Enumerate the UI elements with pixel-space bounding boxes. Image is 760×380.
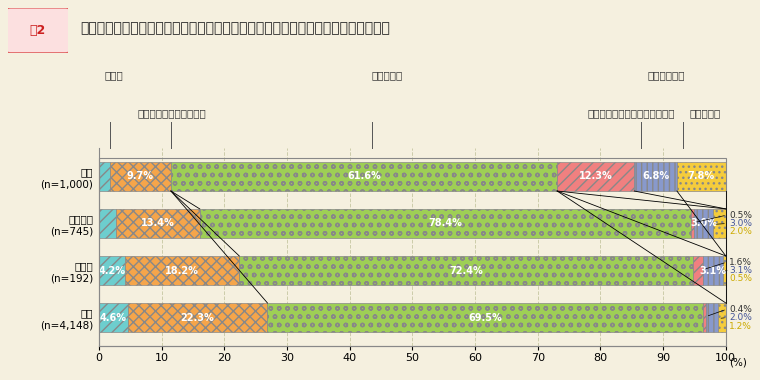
Text: どちらかといえば緩やかである: どちらかといえば緩やかである <box>587 108 675 118</box>
Bar <box>125 256 239 285</box>
Bar <box>703 303 706 332</box>
Bar <box>99 162 110 191</box>
Text: どちらかといえば厳しい: どちらかといえば厳しい <box>138 108 206 118</box>
Text: 図2: 図2 <box>30 24 46 37</box>
Text: 2.0%: 2.0% <box>729 228 752 236</box>
Text: 0.5%: 0.5% <box>729 211 752 220</box>
Text: 72.4%: 72.4% <box>449 266 483 276</box>
Text: 厳しい: 厳しい <box>104 70 123 80</box>
Bar <box>171 162 557 191</box>
Text: 4.6%: 4.6% <box>100 313 127 323</box>
Text: 61.6%: 61.6% <box>347 171 381 181</box>
Text: 12.3%: 12.3% <box>579 171 613 181</box>
Text: (%): (%) <box>729 358 747 367</box>
Text: 4.2%: 4.2% <box>99 266 125 276</box>
Text: 0.5%: 0.5% <box>729 274 752 283</box>
Bar <box>723 256 726 285</box>
Bar <box>99 209 116 238</box>
Bar <box>713 209 726 238</box>
Text: 13.4%: 13.4% <box>141 218 175 228</box>
Bar <box>706 303 718 332</box>
Bar <box>703 256 723 285</box>
Text: 22.3%: 22.3% <box>181 313 214 323</box>
Text: 3.1%: 3.1% <box>729 266 752 275</box>
Bar <box>116 209 200 238</box>
Text: 1.6%: 1.6% <box>729 258 752 266</box>
Bar <box>200 209 692 238</box>
Text: 妥当である: 妥当である <box>372 70 403 80</box>
Bar <box>635 162 677 191</box>
Bar <box>695 209 713 238</box>
FancyBboxPatch shape <box>6 8 70 53</box>
Text: 3.0%: 3.0% <box>690 218 717 228</box>
Text: 18.2%: 18.2% <box>165 266 199 276</box>
Bar <box>693 256 703 285</box>
Text: 1.2%: 1.2% <box>729 321 752 331</box>
Text: 0.4%: 0.4% <box>729 305 752 313</box>
Bar <box>268 303 703 332</box>
Text: 倫理規程で定められている行為規制の内容全般について、どのように思いますか。: 倫理規程で定められている行為規制の内容全般について、どのように思いますか。 <box>80 22 390 35</box>
Text: 3.1%: 3.1% <box>699 266 727 276</box>
Bar <box>557 162 635 191</box>
Bar <box>718 303 726 332</box>
Text: 7.8%: 7.8% <box>688 171 715 181</box>
Text: 9.7%: 9.7% <box>127 171 154 181</box>
Bar <box>239 256 693 285</box>
Text: 3.0%: 3.0% <box>729 219 752 228</box>
Bar <box>692 209 695 238</box>
Bar <box>99 303 128 332</box>
Text: 2.0%: 2.0% <box>729 313 752 322</box>
Text: 緩やかである: 緩やかである <box>648 70 685 80</box>
Text: 分からない: 分からない <box>689 108 720 118</box>
Text: 6.8%: 6.8% <box>642 171 669 181</box>
Text: 69.5%: 69.5% <box>468 313 502 323</box>
Bar <box>110 162 171 191</box>
Bar <box>677 162 726 191</box>
Bar <box>99 256 125 285</box>
Bar <box>128 303 268 332</box>
Text: 78.4%: 78.4% <box>429 218 463 228</box>
